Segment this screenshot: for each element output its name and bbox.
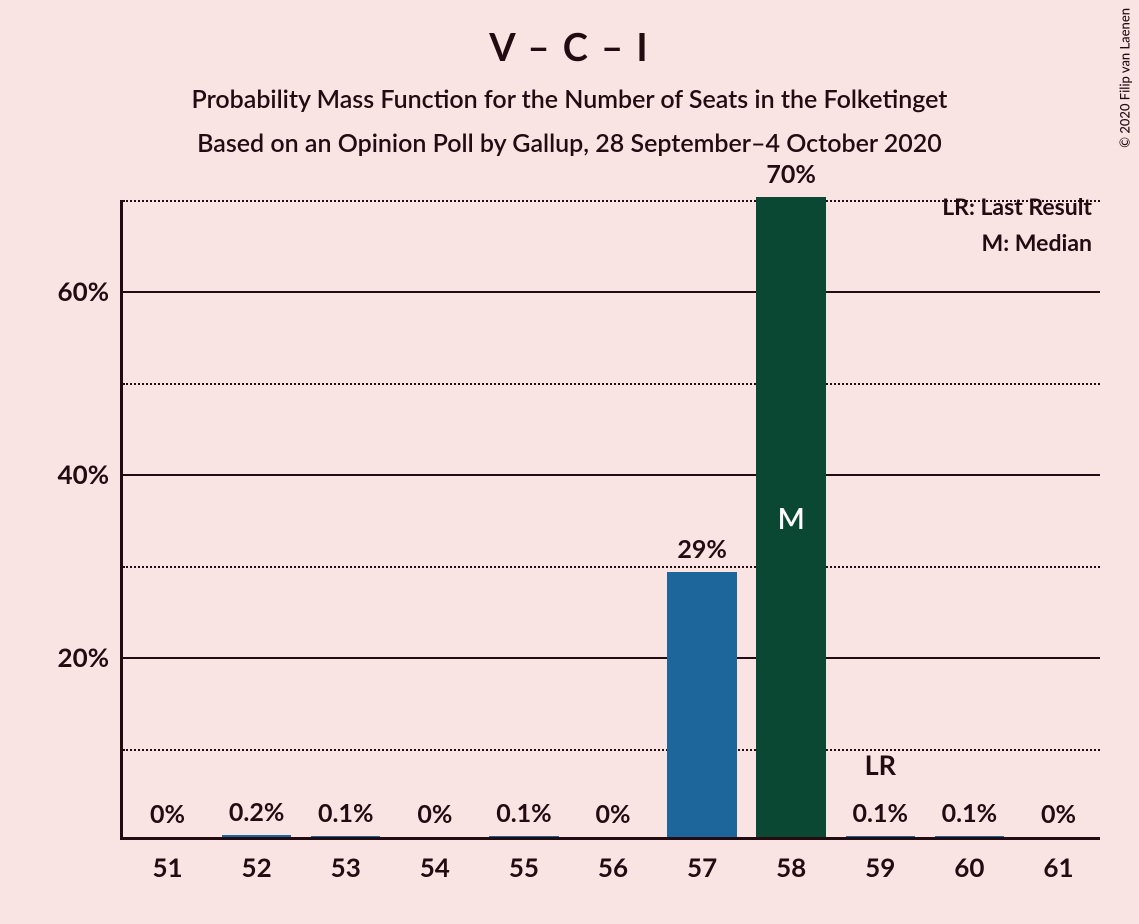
copyright-text: © 2020 Filip van Laenen (1117, 8, 1133, 148)
gridline-minor (123, 749, 1100, 751)
y-tick-label: 20% (58, 641, 123, 673)
bar-value-label: 0% (150, 799, 185, 829)
x-tick-label: 59 (865, 837, 895, 883)
legend-m: M: Median (982, 228, 1092, 256)
bar (667, 572, 736, 837)
chart-subtitle-1: Probability Mass Function for the Number… (0, 84, 1139, 114)
x-tick-label: 55 (509, 837, 539, 883)
gridline-minor (123, 566, 1100, 568)
gridline-major (123, 474, 1100, 476)
x-tick-label: 54 (420, 837, 450, 883)
bar (311, 836, 380, 837)
bar (222, 835, 291, 837)
x-tick-label: 60 (954, 837, 984, 883)
x-tick-label: 58 (776, 837, 806, 883)
legend-lr: LR: Last Result (942, 192, 1092, 220)
bar-value-label: 0.1% (942, 798, 997, 828)
bar-value-label: 0.2% (229, 797, 284, 827)
bar-value-label: 29% (677, 534, 727, 564)
chart-title: V – C – I (0, 24, 1139, 70)
bar-value-label: 0% (417, 799, 452, 829)
bar-value-label: 0.1% (318, 798, 373, 828)
bar-value-label: 0.1% (496, 798, 551, 828)
y-tick-label: 40% (58, 458, 123, 490)
x-tick-label: 53 (331, 837, 361, 883)
x-tick-label: 56 (598, 837, 628, 883)
chart-plot-area: 20%40%60%51525354555657585960610%0.2%0.1… (120, 200, 1100, 840)
gridline-major (123, 657, 1100, 659)
bar-value-label: 70% (766, 159, 816, 189)
bar-value-label: 0% (596, 799, 631, 829)
bar-value-label: 0% (1041, 799, 1076, 829)
y-tick-label: 60% (58, 275, 123, 307)
gridline-major (123, 291, 1100, 293)
bar-value-label: 0.1% (853, 798, 908, 828)
x-tick-label: 57 (687, 837, 717, 883)
bar (846, 836, 915, 837)
bar (935, 836, 1004, 837)
bar (489, 836, 558, 837)
x-tick-label: 51 (152, 837, 182, 883)
median-marker: M (778, 501, 805, 536)
chart-subtitle-2: Based on an Opinion Poll by Gallup, 28 S… (0, 128, 1139, 158)
x-tick-label: 52 (242, 837, 272, 883)
gridline-minor (123, 383, 1100, 385)
last-result-marker: LR (865, 748, 896, 781)
x-tick-label: 61 (1043, 837, 1073, 883)
